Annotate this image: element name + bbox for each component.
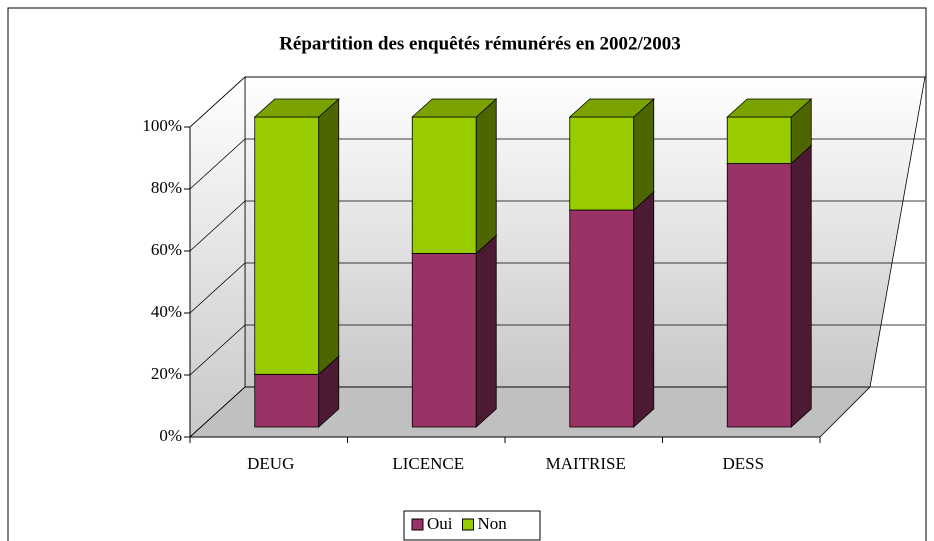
bar-segment [411,98,498,255]
bar-top [411,98,498,118]
bar-segment [568,98,655,211]
bar-side [475,98,497,255]
bar-side [475,234,497,428]
bar-side [633,191,655,428]
y-tick-label: 60% [151,240,182,259]
bar-front [411,116,477,254]
x-tick-label: MAITRISE [546,454,626,473]
bar-top [726,98,813,118]
legend-label: Non [478,514,508,533]
bar-segment [726,144,813,428]
y-tick-label: 80% [151,178,182,197]
chart-frame [7,7,927,541]
side-wall [189,76,246,438]
grid-line [189,262,925,314]
bar-front [254,116,320,375]
y-tick-label: 0% [159,426,182,445]
bar-front [726,163,792,428]
bar-segment [726,98,813,165]
legend: Oui Non [403,510,541,541]
bar-front [569,209,635,428]
legend-label: Oui [427,514,453,533]
bar-segment [411,234,498,428]
grid-line [189,200,925,252]
legend-swatch [462,518,474,531]
x-tick-label: DESS [722,454,764,473]
bar-front [569,116,635,211]
bar-segment [253,98,340,376]
bar-front [726,116,792,164]
grid-line [189,76,925,128]
y-tick-label: 100% [142,116,182,135]
legend-swatch [411,518,424,531]
x-tick-label: LICENCE [392,454,464,473]
bar-front [411,252,477,428]
bar-top [568,98,655,118]
grid-line [189,138,925,190]
x-tick-label: DEUG [247,454,294,473]
bar-side [790,144,812,428]
bar-segment [568,191,655,428]
bar-top [253,98,340,118]
grid-line [189,324,925,376]
bar-side [318,98,340,376]
grid-line [189,386,925,438]
chart-title: Répartition des enquêtés rémunérés en 20… [279,33,681,54]
bar-front [254,373,320,428]
y-tick-label: 20% [151,364,182,383]
y-tick-label: 40% [151,302,182,321]
bar-side [633,98,655,211]
legend-box [403,510,541,541]
